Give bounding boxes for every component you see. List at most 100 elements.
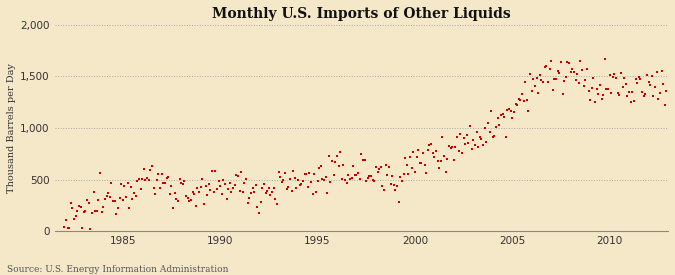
Point: [383, 165, 394, 170]
Point: [336, 177, 347, 181]
Point: [150, 192, 161, 196]
Point: [276, 180, 287, 184]
Point: [62, 226, 73, 230]
Point: [142, 176, 153, 180]
Y-axis label: Thousand Barrels per Day: Thousand Barrels per Day: [7, 63, 16, 193]
Point: [263, 186, 274, 191]
Point: [223, 186, 234, 191]
Point: [661, 89, 672, 93]
Point: [290, 176, 300, 180]
Point: [105, 195, 115, 199]
Point: [59, 225, 70, 229]
Point: [641, 73, 652, 78]
Point: [394, 199, 404, 204]
Point: [424, 143, 435, 148]
Point: [630, 77, 641, 82]
Point: [612, 91, 623, 95]
Point: [286, 189, 297, 193]
Point: [535, 73, 545, 78]
Point: [309, 172, 320, 177]
Point: [522, 97, 533, 102]
Point: [546, 59, 557, 63]
Point: [327, 159, 338, 163]
Point: [622, 94, 633, 98]
Point: [380, 163, 391, 167]
Point: [151, 178, 162, 182]
Point: [434, 166, 445, 170]
Point: [200, 184, 211, 189]
Point: [302, 185, 313, 189]
Point: [385, 182, 396, 186]
Point: [325, 180, 336, 184]
Point: [423, 147, 433, 152]
Point: [98, 204, 109, 209]
Point: [536, 77, 547, 82]
Point: [338, 163, 349, 167]
Point: [371, 164, 381, 169]
Point: [530, 84, 541, 88]
Point: [344, 177, 355, 182]
Point: [437, 135, 448, 140]
Point: [375, 165, 386, 169]
Point: [462, 133, 472, 137]
Point: [657, 82, 668, 86]
Point: [322, 190, 333, 195]
Point: [130, 194, 141, 198]
Point: [184, 199, 194, 203]
Point: [97, 210, 107, 214]
Point: [209, 189, 219, 194]
Point: [331, 153, 342, 158]
Point: [552, 69, 563, 74]
Point: [351, 172, 362, 177]
Point: [270, 197, 281, 201]
Point: [267, 190, 277, 195]
Point: [543, 79, 554, 84]
Point: [520, 80, 531, 85]
Point: [247, 186, 258, 190]
Point: [134, 177, 144, 182]
Point: [580, 78, 591, 82]
Point: [564, 60, 574, 65]
Point: [591, 87, 602, 92]
Point: [421, 170, 431, 175]
Point: [475, 135, 485, 139]
Point: [581, 66, 592, 71]
Point: [609, 72, 620, 76]
Point: [557, 92, 568, 97]
Point: [268, 186, 279, 191]
Point: [198, 202, 209, 207]
Point: [390, 188, 401, 193]
Point: [187, 189, 198, 194]
Point: [181, 194, 192, 198]
Point: [611, 76, 622, 81]
Point: [486, 108, 497, 113]
Point: [440, 170, 451, 174]
Point: [88, 190, 99, 195]
Point: [236, 169, 246, 174]
Point: [167, 206, 178, 210]
Point: [643, 80, 654, 84]
Point: [489, 134, 500, 138]
Point: [497, 111, 508, 116]
Point: [572, 72, 583, 76]
Point: [249, 190, 260, 194]
Point: [544, 67, 555, 72]
Point: [107, 199, 118, 204]
Point: [265, 192, 276, 197]
Point: [75, 205, 86, 209]
Point: [169, 191, 180, 195]
Point: [418, 151, 429, 156]
Point: [225, 181, 236, 185]
Point: [202, 192, 213, 197]
Point: [419, 163, 430, 167]
Point: [143, 178, 154, 182]
Point: [635, 77, 646, 82]
Point: [352, 171, 363, 175]
Point: [319, 178, 329, 182]
Point: [279, 171, 290, 175]
Point: [281, 186, 292, 191]
Point: [599, 57, 610, 62]
Point: [348, 164, 358, 168]
Point: [91, 208, 102, 213]
Point: [161, 175, 172, 180]
